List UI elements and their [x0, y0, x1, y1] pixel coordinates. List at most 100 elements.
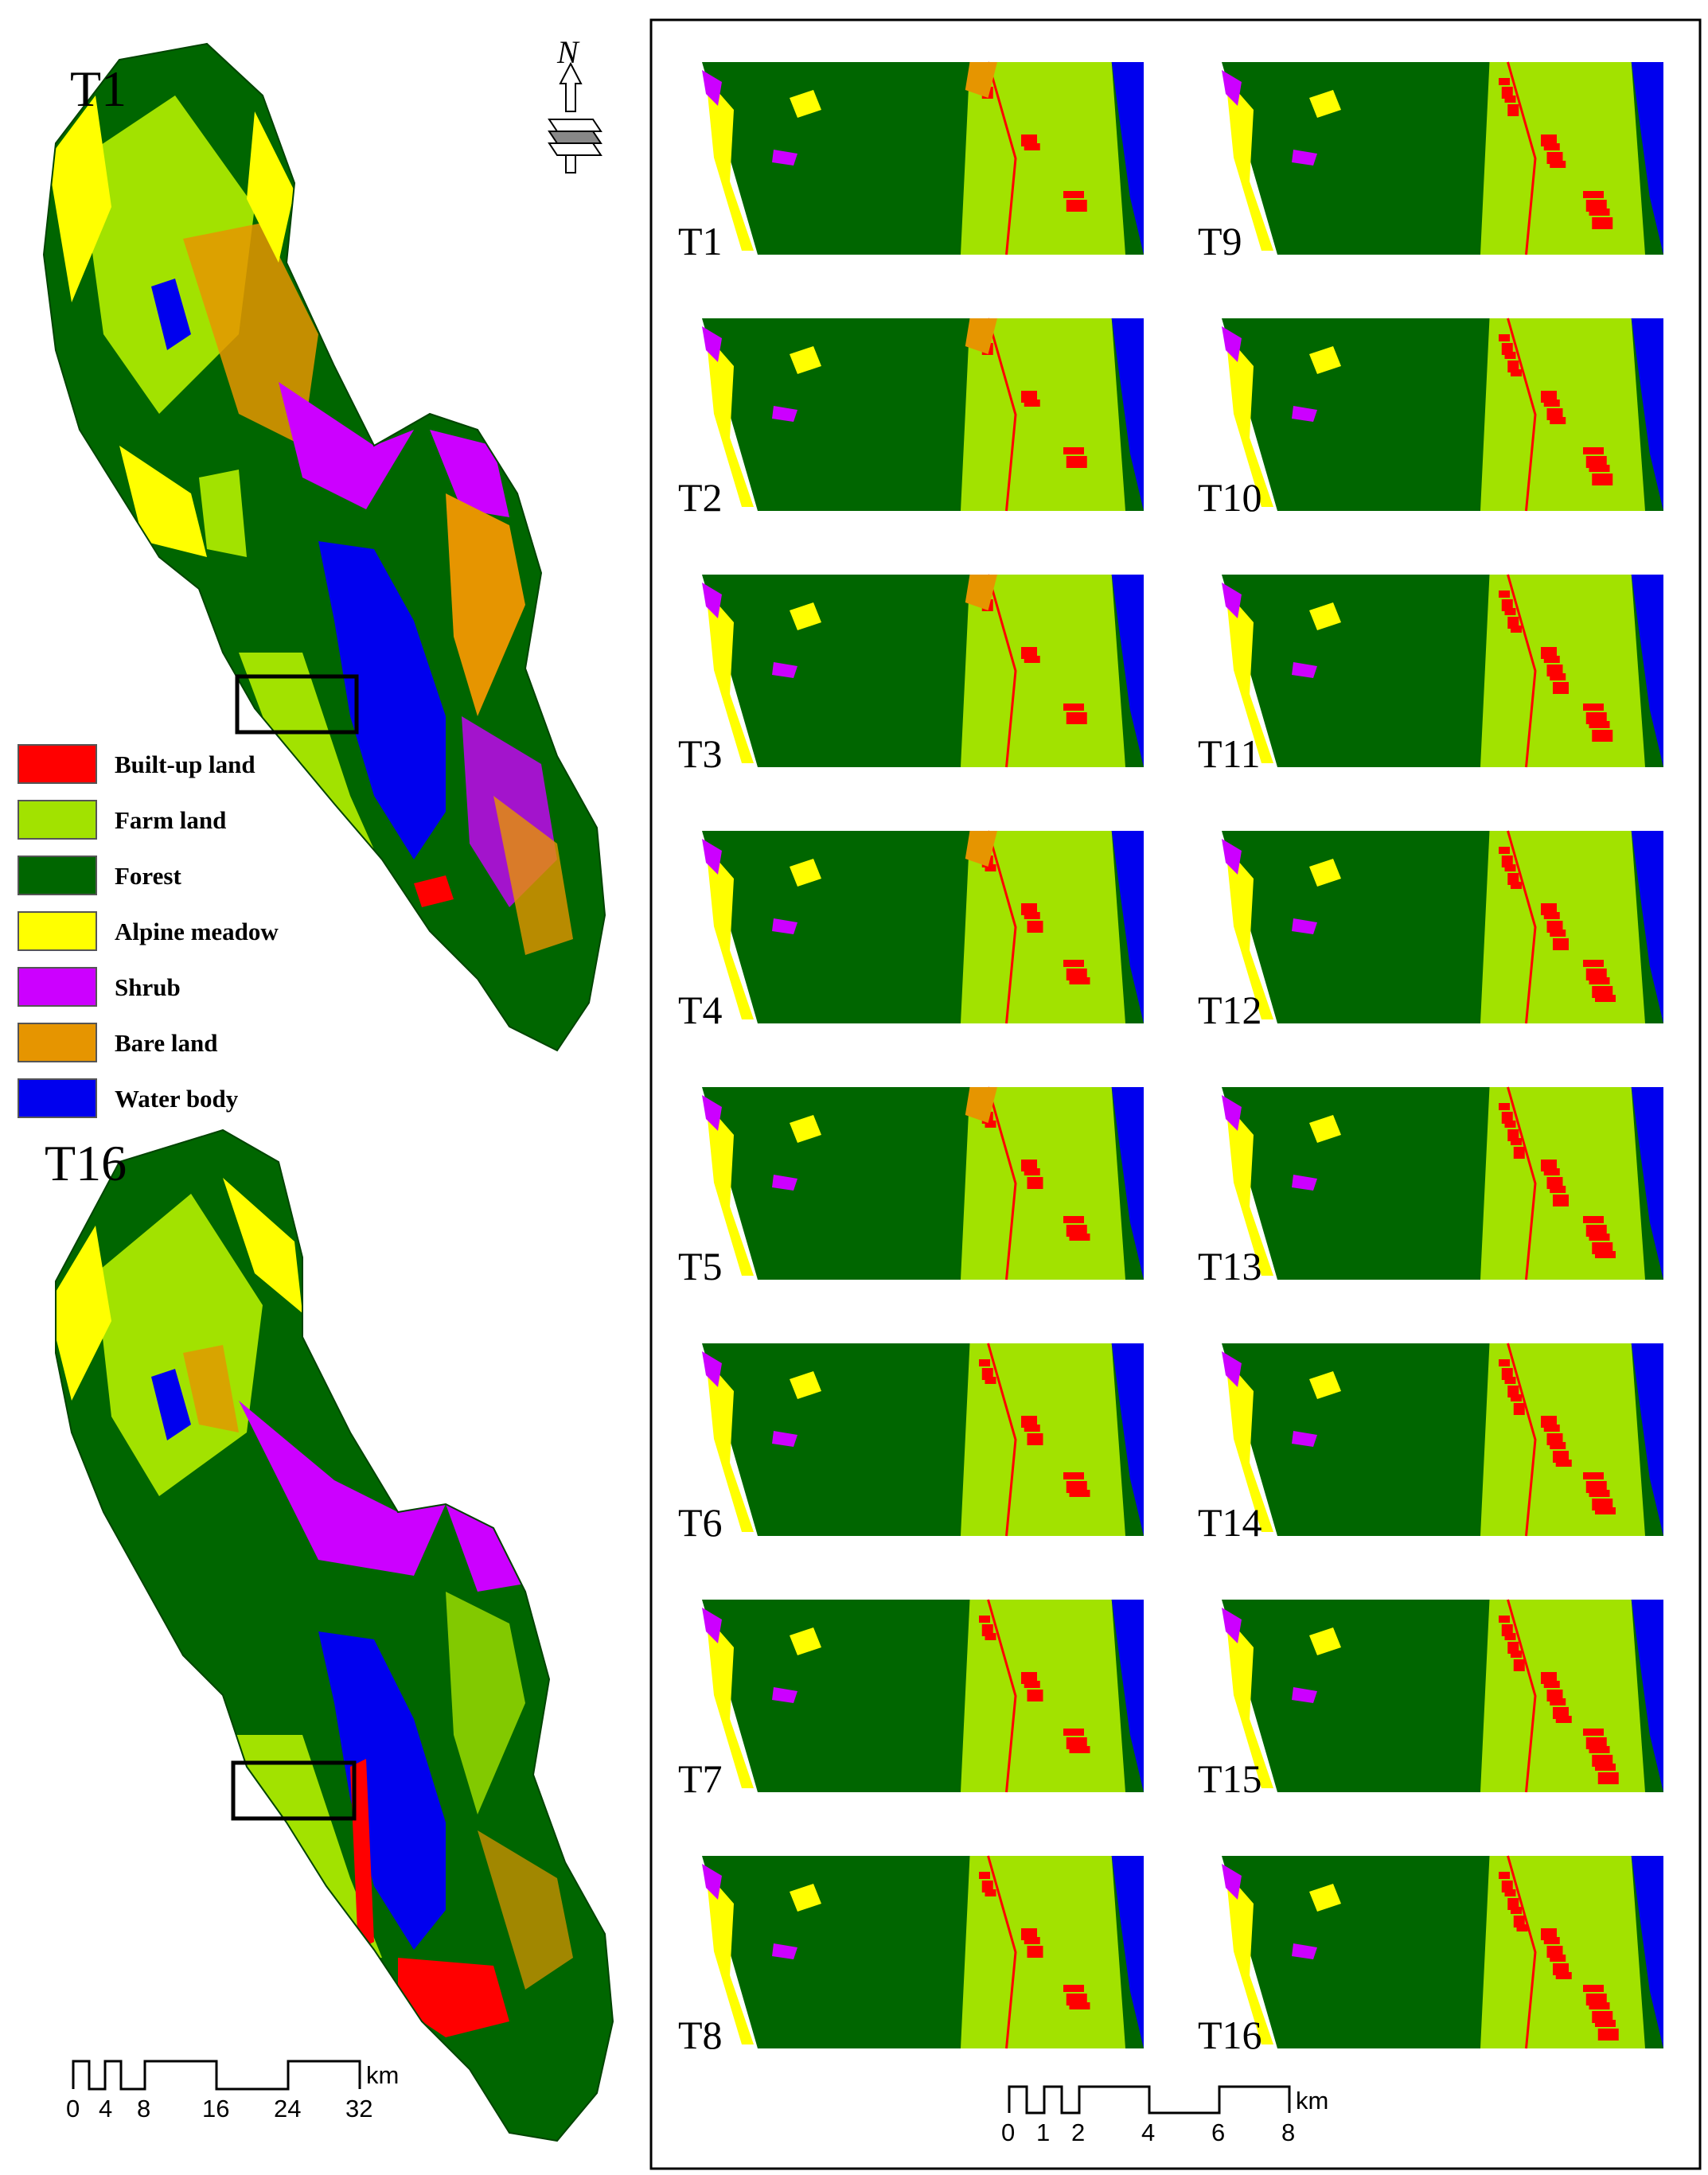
panel-builtup-patch	[1589, 465, 1610, 472]
legend-item-built-up-land: Built-up land	[18, 744, 320, 785]
panel-label: T1	[678, 219, 723, 263]
panel-meadow-area	[706, 847, 754, 1019]
legend-label: Water body	[115, 1085, 239, 1113]
panel-meadow-patch	[1309, 1884, 1341, 1912]
panel-shrub-patch	[1222, 839, 1242, 875]
panel-label: T7	[678, 1756, 723, 1801]
panel-builtup-patch	[1511, 369, 1522, 376]
panel-water-area	[1111, 1087, 1144, 1280]
panel-builtup-patch	[1513, 1403, 1525, 1415]
panel-shrub-patch	[772, 1943, 797, 1959]
overview-bottom-label: T16	[45, 1135, 127, 1191]
panel-meadow-patch	[1309, 90, 1341, 118]
panel-meadow-area	[1226, 1359, 1273, 1532]
panel-builtup-patch	[1589, 1234, 1610, 1241]
scale-left-tick: 8	[137, 2095, 151, 2122]
panel-shrub-patch	[1292, 1175, 1317, 1191]
panel-builtup-patch	[1553, 938, 1569, 950]
panel-label: T6	[678, 1500, 723, 1545]
study-area-box-bottom	[231, 1760, 357, 1821]
panel-label: T5	[678, 1244, 723, 1288]
panel-builtup-patch	[1499, 1616, 1510, 1623]
panel-builtup-patch	[1511, 1907, 1522, 1914]
panel-builtup-patch	[1069, 1490, 1090, 1497]
panel-builtup-patch	[1027, 1690, 1043, 1701]
panel-road	[1507, 1855, 1537, 2049]
panel-road	[987, 1086, 1017, 1280]
panel-water-area	[1111, 575, 1144, 767]
panel-meadow-patch	[1309, 1627, 1341, 1655]
panel-road	[1507, 830, 1537, 1024]
legend-swatch	[18, 967, 97, 1007]
panel-road	[987, 318, 1017, 512]
panel-builtup-patch	[1583, 191, 1604, 198]
legend-swatch	[18, 856, 97, 895]
panel-builtup-patch	[1597, 2029, 1619, 2041]
legend-label: Shrub	[115, 973, 181, 1001]
panel-meadow-patch	[790, 1371, 821, 1399]
panel-builtup-patch	[1504, 1377, 1516, 1384]
panel-water-area	[1111, 1343, 1144, 1536]
legend-swatch	[18, 1023, 97, 1062]
panel-water-area	[1631, 1856, 1663, 2048]
legend-label: Alpine meadow	[115, 918, 279, 945]
scale-right-tick: 0	[1001, 2118, 1016, 2146]
overview-top-label: T1	[70, 60, 127, 117]
panel-builtup-patch	[1066, 712, 1087, 724]
landuse-panel	[684, 1855, 1144, 2049]
legend-item-forest: Forest	[18, 856, 320, 897]
panel-water-area	[1631, 318, 1663, 511]
panel-shrub-patch	[1222, 1608, 1242, 1643]
legend-swatch	[18, 1078, 97, 1118]
panel-builtup-patch	[1592, 217, 1613, 229]
panel-builtup-patch	[1513, 1147, 1525, 1159]
panel-builtup-patch	[1066, 456, 1087, 468]
scale-left-tick: 16	[202, 2095, 230, 2122]
panel-builtup-patch	[1511, 1394, 1522, 1401]
panel-builtup-patch	[1592, 474, 1613, 485]
panel-frame	[649, 18, 1702, 2170]
panel-shrub-patch	[1292, 150, 1317, 166]
panel-builtup-patch	[985, 1121, 996, 1128]
panel-builtup-patch	[1511, 626, 1522, 633]
panel-meadow-patch	[1309, 346, 1341, 374]
legend-item-alpine-meadow: Alpine meadow	[18, 911, 320, 953]
panel-builtup-patch	[1550, 417, 1566, 424]
panel-builtup-patch	[1597, 1772, 1619, 1784]
panel-water-area	[1631, 1087, 1663, 1280]
panel-builtup-patch	[1499, 847, 1510, 854]
panel-meadow-area	[1226, 847, 1273, 1019]
legend-swatch	[18, 800, 97, 840]
panel-road	[1507, 61, 1537, 255]
panel-meadow-patch	[1309, 859, 1341, 887]
panel-builtup-patch	[1027, 1433, 1043, 1445]
panel-meadow-area	[706, 78, 754, 251]
panel-builtup-patch	[1063, 191, 1084, 198]
panel-builtup-patch	[985, 1889, 996, 1896]
panel-builtup-patch	[1583, 1216, 1604, 1223]
panel-water-area	[1631, 575, 1663, 767]
panel-meadow-patch	[1309, 1115, 1341, 1143]
panel-meadow-area	[1226, 1103, 1273, 1276]
panel-meadow-area	[706, 1616, 754, 1788]
panel-builtup-patch	[1543, 1425, 1560, 1432]
panel-builtup-patch	[1504, 95, 1516, 103]
time-series-panels	[684, 61, 1663, 2049]
landuse-panel	[684, 830, 1144, 1024]
panel-meadow-area	[1226, 1872, 1273, 2044]
panel-builtup-patch	[1069, 1746, 1090, 1753]
panel-builtup-patch	[1550, 1186, 1566, 1193]
panel-meadow-patch	[1309, 1371, 1341, 1399]
scale-right-tick: 1	[1036, 2118, 1051, 2146]
panel-builtup-patch	[1589, 1490, 1610, 1497]
panel-builtup-patch	[1583, 1472, 1604, 1479]
legend-swatch	[18, 744, 97, 784]
panel-meadow-patch	[790, 859, 821, 887]
landuse-panel	[684, 61, 1144, 255]
panel-builtup-patch	[1504, 1633, 1516, 1640]
panel-builtup-patch	[1550, 673, 1566, 680]
panel-road	[987, 61, 1017, 255]
panel-builtup-patch	[1543, 143, 1560, 150]
panel-builtup-patch	[979, 1872, 990, 1879]
legend-label: Forest	[115, 862, 181, 890]
